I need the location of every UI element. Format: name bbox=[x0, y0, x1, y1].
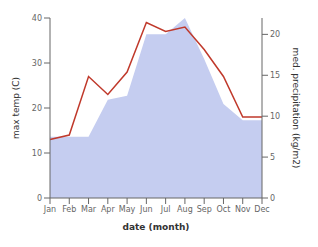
svg-text:Oct: Oct bbox=[217, 205, 231, 214]
svg-text:5: 5 bbox=[270, 153, 275, 162]
svg-text:0: 0 bbox=[270, 194, 275, 203]
svg-text:Feb: Feb bbox=[62, 205, 76, 214]
svg-text:0: 0 bbox=[37, 194, 42, 203]
svg-text:20: 20 bbox=[270, 30, 280, 39]
svg-text:May: May bbox=[119, 205, 136, 214]
svg-text:Sep: Sep bbox=[197, 205, 212, 214]
svg-text:Apr: Apr bbox=[101, 205, 116, 214]
svg-text:Dec: Dec bbox=[254, 205, 269, 214]
svg-text:Nov: Nov bbox=[235, 205, 251, 214]
svg-text:10: 10 bbox=[32, 149, 42, 158]
svg-text:Jan: Jan bbox=[43, 205, 56, 214]
svg-text:med. precipitation (kg/m2): med. precipitation (kg/m2) bbox=[291, 48, 301, 169]
svg-text:10: 10 bbox=[270, 112, 280, 121]
svg-text:Jun: Jun bbox=[139, 205, 153, 214]
svg-text:Mar: Mar bbox=[81, 205, 97, 214]
svg-text:max temp (C): max temp (C) bbox=[11, 77, 21, 139]
svg-text:date (month): date (month) bbox=[123, 222, 190, 232]
svg-text:20: 20 bbox=[32, 104, 42, 113]
svg-text:Jul: Jul bbox=[160, 205, 171, 214]
svg-text:Aug: Aug bbox=[177, 205, 193, 214]
svg-text:15: 15 bbox=[270, 71, 280, 80]
svg-text:40: 40 bbox=[32, 14, 42, 23]
svg-text:30: 30 bbox=[32, 59, 42, 68]
